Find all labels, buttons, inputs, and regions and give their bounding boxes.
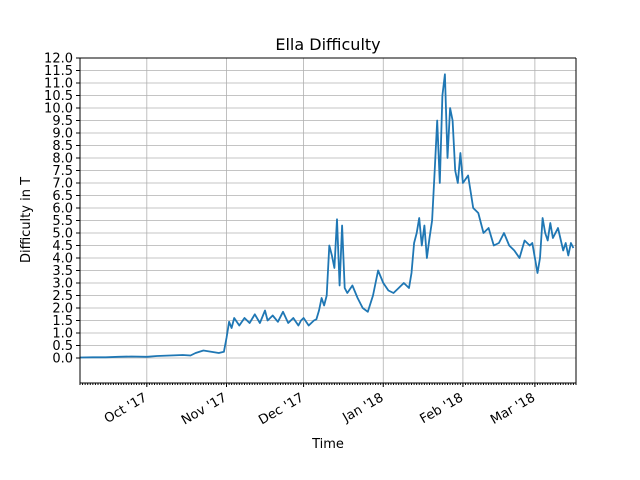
y-tick-label: 10.5 bbox=[44, 89, 73, 104]
y-tick-label: 2.5 bbox=[52, 289, 73, 304]
x-tick-label: Mar '18 bbox=[488, 390, 538, 427]
y-tick-label: 1.0 bbox=[52, 327, 73, 342]
y-tick-label: 6.0 bbox=[52, 202, 73, 217]
y-tick-label: 3.5 bbox=[52, 264, 73, 279]
chart-title: Ella Difficulty bbox=[275, 35, 380, 54]
y-tick-label: 3.0 bbox=[52, 277, 73, 292]
y-tick-label: 8.0 bbox=[52, 152, 73, 167]
x-axis: Oct '17 Nov '17 Dec '17 Jan '18 Feb '18 Mar '… bbox=[102, 383, 538, 428]
y-tick-label: 11.0 bbox=[44, 77, 73, 92]
y-tick-label: 11.5 bbox=[44, 64, 73, 79]
y-tick-label: 7.5 bbox=[52, 164, 73, 179]
grid bbox=[80, 57, 576, 383]
y-tick-label: 5.5 bbox=[52, 214, 73, 229]
x-tick-label: Feb '18 bbox=[417, 390, 465, 427]
y-axis-title: Difficulty in T bbox=[19, 177, 34, 263]
x-tick-label: Nov '17 bbox=[179, 390, 229, 428]
x-tick-label: Oct '17 bbox=[102, 390, 150, 426]
y-tick-label: 8.5 bbox=[52, 139, 73, 154]
y-tick-label: 9.0 bbox=[52, 127, 73, 142]
series-line bbox=[79, 73, 575, 359]
y-tick-label: 4.5 bbox=[52, 239, 73, 254]
y-tick-label: 0.0 bbox=[52, 352, 73, 367]
y-axis: 0.00.51.01.52.02.53.03.54.04.55.05.56.06… bbox=[44, 52, 80, 367]
y-tick-label: 12.0 bbox=[44, 52, 73, 67]
y-tick-label: 4.0 bbox=[52, 252, 73, 267]
x-minor-ticks bbox=[79, 383, 577, 385]
x-tick-label: Jan '18 bbox=[340, 390, 387, 426]
x-tick-label: Dec '17 bbox=[256, 390, 306, 428]
y-tick-label: 9.5 bbox=[52, 114, 73, 129]
y-tick-label: 10.0 bbox=[44, 102, 73, 117]
y-tick-label: 5.0 bbox=[52, 227, 73, 242]
x-axis-title: Time bbox=[311, 437, 344, 452]
y-tick-label: 6.5 bbox=[52, 189, 73, 204]
y-tick-label: 1.5 bbox=[52, 314, 73, 329]
y-tick-label: 7.0 bbox=[52, 177, 73, 192]
y-tick-label: 2.0 bbox=[52, 302, 73, 317]
y-tick-label: 0.5 bbox=[52, 339, 73, 354]
